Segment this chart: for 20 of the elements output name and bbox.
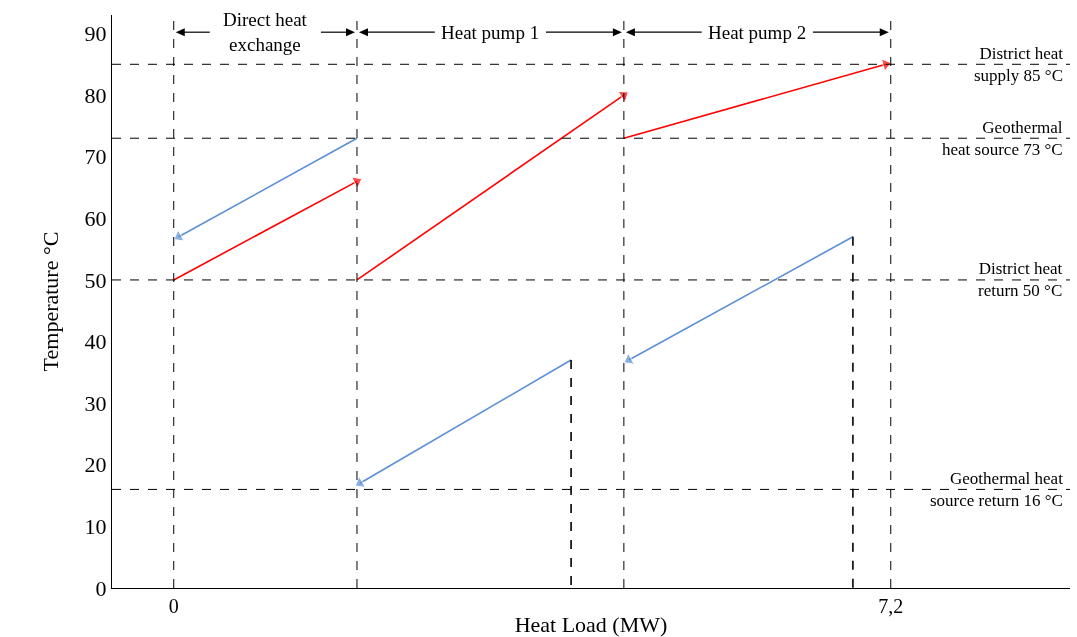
x-tick-label: 7,2	[878, 595, 904, 618]
x-axis-title: Heat Load (MW)	[514, 612, 668, 637]
y-tick-label: 50	[84, 267, 107, 293]
y-tick-label: 20	[84, 452, 107, 478]
y-tick-label: 0	[95, 575, 107, 601]
y-tick-label: 90	[84, 21, 107, 47]
y-tick-label: 10	[84, 514, 107, 540]
y-tick-label: 80	[84, 82, 107, 108]
annotation: Heat pump 2	[708, 22, 807, 43]
y-tick-label: 40	[84, 329, 107, 355]
y-tick-label: 30	[84, 390, 107, 416]
ref-line-label: District heat return 50 °C	[978, 259, 1063, 301]
y-axis-title: Temperature °C	[37, 231, 63, 372]
annotation: Heat pump 1	[441, 22, 540, 43]
annotation: Direct heat exchange	[223, 9, 308, 55]
y-tick-label: 60	[84, 206, 107, 232]
ref-line-label: District heat supply 85 °C	[974, 44, 1064, 86]
ref-line-label: Geothermal heat source return 16 °C	[930, 469, 1064, 511]
y-tick-label: 70	[84, 144, 107, 170]
ref-line-label: Geothermal heat source 73 °C	[942, 118, 1063, 160]
